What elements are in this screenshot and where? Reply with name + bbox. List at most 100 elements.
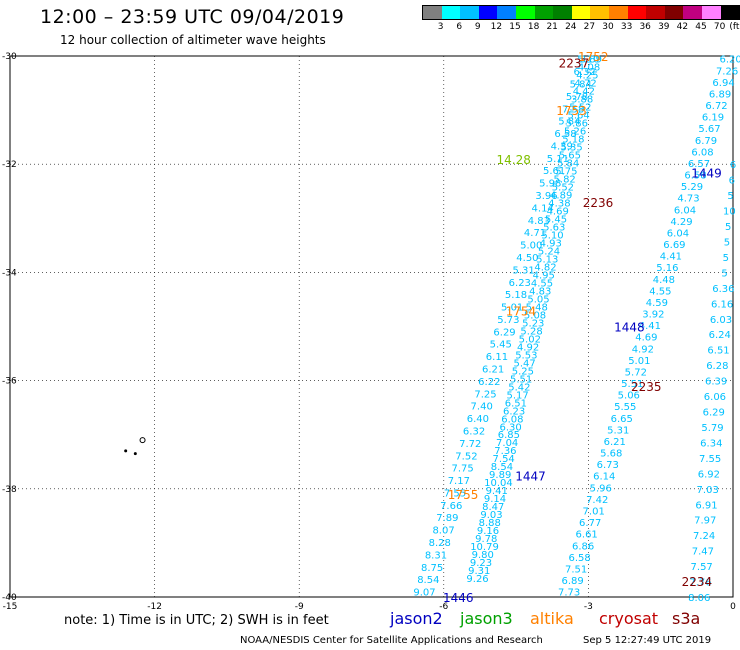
swh-value: 6.40: [467, 414, 489, 425]
swh-value: 5.01: [628, 356, 650, 367]
swh-value: 5.29: [681, 182, 703, 193]
scale-label: 33: [620, 22, 633, 32]
swh-value: 5.24: [538, 246, 560, 257]
swh-value: 6.92: [698, 469, 720, 480]
scale-swatch: [497, 6, 516, 19]
swh-value: 6.86: [572, 541, 594, 552]
swh-value: 6.23: [509, 278, 531, 289]
swh-value: 5.55: [614, 402, 636, 413]
swh-value: 4.59: [646, 298, 668, 309]
scale-unit: (ft): [729, 22, 740, 32]
swh-value: 9.41: [486, 486, 508, 497]
credit-line: NOAA/NESDIS Center for Satellite Applica…: [240, 635, 543, 646]
swh-value: 6.58: [684, 171, 706, 182]
swh-value: 6.08: [501, 414, 523, 425]
swh-value: 6.89: [709, 89, 731, 100]
swh-value: 9.26: [466, 574, 488, 585]
scale-swatch: [683, 6, 702, 19]
swh-value: 4.82: [534, 262, 556, 273]
swh-value: 4.92: [632, 344, 654, 355]
swh-value: 10: [723, 207, 736, 218]
timestamp: Sep 5 12:27:49 UTC 2019: [583, 635, 712, 646]
axis-labels: -15 -12 -9 -6 -3 0-30-32-34-36-38-40: [2, 52, 736, 612]
swh-value: 5.61: [543, 166, 565, 177]
swh-value: 5.51: [621, 379, 643, 390]
scale-label: 27: [583, 22, 596, 32]
swh-value: 5.42: [508, 382, 530, 393]
swh-value: 5.45: [490, 340, 512, 351]
swh-value: 4.95: [533, 270, 555, 281]
map-grid: [10, 56, 733, 597]
swh-value: 5.84: [557, 159, 579, 170]
swh-value: 6.04: [674, 205, 696, 216]
swh-value: 7.24: [693, 531, 715, 542]
satellite-legend-item: jason2: [390, 609, 443, 628]
swh-value: 6.08: [691, 147, 713, 158]
swh-value: 6.29: [493, 327, 515, 338]
swh-value: 7.42: [586, 495, 608, 506]
scale-label: 70: [713, 22, 726, 32]
island-marker: [139, 437, 146, 444]
swh-value: 7.57: [691, 562, 713, 573]
island-marker: [124, 449, 128, 453]
islands: [124, 437, 146, 456]
swh-value: 6: [730, 160, 736, 171]
swh-value: 5.84: [558, 117, 580, 128]
swh-value: 5.84: [570, 79, 592, 90]
swh-value: 5.68: [600, 449, 622, 460]
swh-value: 6.58: [569, 553, 591, 564]
swh-value: 4.55: [649, 286, 671, 297]
swh-value: 3.88: [571, 95, 593, 106]
swh-value: 6.69: [663, 240, 685, 251]
swh-value: 5.17: [506, 390, 528, 401]
scale-swatch: [720, 6, 740, 19]
swh-value: 5.72: [625, 367, 647, 378]
swh-value: 7.01: [583, 506, 605, 517]
swh-value: 4.55: [531, 278, 553, 289]
swh-value: 4.42: [573, 87, 595, 98]
swh-value: 7.51: [565, 564, 587, 575]
pass-time-label: 1752: [578, 50, 609, 64]
swh-value: 6.22: [478, 377, 500, 388]
pass-time-label: 1446: [443, 591, 474, 605]
scale-label: 36: [639, 22, 651, 32]
swh-value: 4.71: [524, 228, 546, 239]
swh-value: 4.39: [551, 141, 573, 152]
swh-value: 6.20: [719, 55, 740, 66]
swh-value: 5.52: [569, 103, 591, 114]
swh-value: 6.79: [695, 136, 717, 147]
swh-value: 8.06: [688, 593, 710, 604]
swh-value: 7.26: [716, 66, 738, 77]
scale-label: 6: [456, 22, 463, 32]
swh-value: 5.78: [566, 92, 588, 103]
swh-value: 6.89: [561, 576, 583, 587]
swh-value: 4.29: [670, 217, 692, 228]
swh-value: 6.34: [700, 438, 722, 449]
swh-value: 7.73: [558, 588, 580, 599]
pass-time-label: 1753: [556, 104, 587, 118]
swh-value: 6.58: [554, 129, 576, 140]
swh-value: 3.96: [535, 191, 557, 202]
scale-label: 18: [527, 22, 540, 32]
swh-value: 6.14: [593, 472, 615, 483]
swh-value: 5.23: [522, 318, 544, 329]
swh-value: 7.36: [494, 446, 516, 457]
swh-value: 4.92: [517, 342, 539, 353]
swh-value: 5.05: [527, 294, 549, 305]
pass-time-label: 2235: [631, 380, 662, 394]
swh-value: 4.83: [529, 286, 551, 297]
swh-value: 4.25: [576, 71, 598, 82]
swh-value: 5.51: [510, 374, 532, 385]
swh-value: 7.66: [440, 501, 462, 512]
scale-swatch: [553, 6, 572, 19]
scale-swatch: [460, 6, 479, 19]
lat-tick-label: -32: [2, 160, 17, 170]
swh-value: 5.18: [562, 135, 584, 146]
swh-value: 5.82: [554, 175, 576, 186]
swh-value: 5.53: [515, 350, 537, 361]
swh-value: 5.10: [541, 230, 563, 241]
swh-value: 5.13: [536, 254, 558, 265]
swh-value: 9.78: [475, 534, 497, 545]
swh-value: 7.03: [697, 485, 719, 496]
swh-value: 7.17: [448, 476, 470, 487]
